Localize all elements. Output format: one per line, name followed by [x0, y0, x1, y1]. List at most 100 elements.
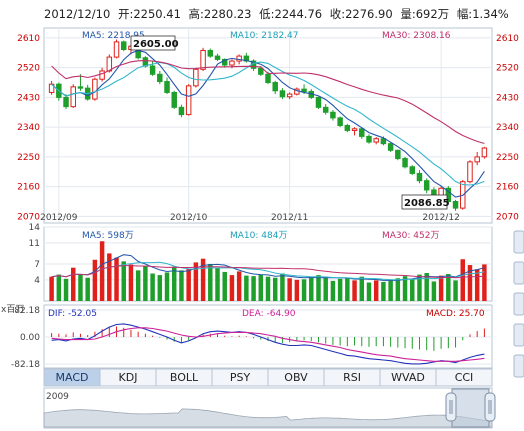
ma5-legend: MA5: 2218.95: [82, 31, 145, 41]
candle-body: [63, 96, 69, 108]
tab-label: OBV: [284, 371, 308, 384]
volume-bar: [460, 259, 465, 301]
candle-down: [423, 178, 430, 194]
volume-tick: 4: [34, 276, 40, 286]
volume-bar: [56, 274, 62, 301]
side-controls: [513, 230, 524, 378]
volume-bar: [316, 275, 321, 301]
price-tick-right: 2610: [496, 34, 519, 44]
candle-down: [258, 66, 264, 76]
tab-boll[interactable]: BOLL: [155, 368, 213, 387]
navigator-handle-left[interactable]: [445, 392, 457, 422]
header-high-label: 高:: [189, 7, 204, 21]
candle-down: [207, 48, 214, 58]
candle-up: [481, 146, 488, 159]
candle-down: [344, 123, 351, 133]
candle-body: [99, 70, 105, 80]
volume-bar: [85, 277, 90, 301]
volume-bar: [402, 276, 408, 301]
candle-body: [70, 86, 76, 108]
volume-bar: [99, 241, 105, 301]
volume-bar: [78, 274, 83, 301]
candle-body: [106, 56, 113, 72]
tab-cci[interactable]: CCI: [435, 368, 493, 387]
navigator-handle-right[interactable]: [484, 392, 496, 422]
tab-label: RSI: [343, 371, 361, 384]
volume-bar: [337, 278, 343, 301]
volume-tick: 11: [29, 239, 40, 249]
candle-body: [366, 135, 372, 143]
header-volume-label: 量:: [400, 7, 415, 21]
tab-psy[interactable]: PSY: [211, 368, 269, 387]
tab-kdj[interactable]: KDJ: [99, 368, 157, 387]
header-change-label: 幅:: [457, 7, 472, 21]
candle-body: [387, 143, 394, 151]
vol-ma5-legend: MA5: 598万: [82, 231, 134, 241]
candle-body: [359, 128, 365, 137]
candle-body: [373, 138, 379, 143]
candle-up: [185, 84, 192, 116]
ma5-line: [51, 49, 485, 198]
candle-up: [474, 151, 480, 166]
candle-body: [380, 138, 387, 145]
tab-obv[interactable]: OBV: [267, 368, 325, 387]
candle-up: [193, 67, 199, 88]
tab-rsi[interactable]: RSI: [323, 368, 381, 387]
high-annotation: 2605.00: [130, 35, 179, 51]
side-button-3[interactable]: [513, 292, 524, 316]
candle-down: [315, 96, 322, 109]
volume-bar: [301, 279, 307, 301]
tab-macd[interactable]: MACD: [43, 368, 101, 387]
tab-wvad[interactable]: WVAD: [379, 368, 437, 387]
price-tick-left: 2430: [17, 93, 40, 103]
macd-lines: [51, 323, 485, 365]
candle-body: [481, 147, 488, 158]
price-tick-left: 2340: [17, 123, 40, 133]
ma-lines: [51, 49, 485, 198]
volume-bar: [410, 278, 415, 301]
candle-body: [171, 91, 177, 108]
candle-down: [272, 80, 278, 95]
volume-bar: [208, 264, 213, 301]
candle-down: [322, 104, 329, 115]
candle-up: [99, 67, 105, 82]
volume-bar: [352, 280, 357, 301]
volume-bar: [244, 275, 249, 301]
candle-up: [351, 127, 358, 136]
navigator-window[interactable]: [451, 388, 490, 428]
volume-bar: [323, 277, 328, 301]
header-low-label: 低:: [259, 7, 274, 21]
tab-label: PSY: [230, 371, 251, 384]
header-low: 2244.76: [275, 7, 323, 21]
candle-body: [286, 93, 293, 98]
side-button-1[interactable]: [513, 230, 524, 254]
header-high: 2280.23: [204, 7, 252, 21]
price-tick-left: 2610: [17, 34, 40, 44]
header-close-label: 收:: [330, 7, 345, 21]
volume-bar: [251, 276, 256, 301]
candle-body: [315, 96, 322, 108]
volume-bar: [157, 275, 163, 301]
ma30-legend: MA30: 2308.16: [382, 31, 451, 41]
candle-down: [337, 116, 343, 128]
header-close: 2276.90: [345, 7, 393, 21]
ma10-line: [51, 61, 485, 186]
macd-tick: -82.18: [11, 360, 40, 370]
vol-ma10-legend: MA10: 484万: [230, 231, 287, 241]
range-navigator[interactable]: 2009: [43, 387, 496, 429]
candle-up: [92, 77, 98, 101]
navigator-year: 2009: [46, 392, 69, 402]
volume-bar: [164, 272, 170, 301]
volume-bar: [49, 276, 54, 301]
price-x-axis: 2012/09 2012/10 2012/11 2012/12: [40, 213, 460, 223]
side-button-5[interactable]: [513, 354, 524, 378]
tab-label: MACD: [56, 371, 89, 384]
volume-bar: [150, 273, 155, 301]
candle-body: [229, 60, 235, 66]
side-button-4[interactable]: [513, 323, 524, 347]
volume-bar: [222, 271, 227, 301]
candle-body: [344, 125, 351, 131]
side-button-2[interactable]: [513, 261, 524, 285]
tab-label: KDJ: [119, 371, 138, 384]
macd-legend: MACD: 25.70: [426, 309, 485, 319]
